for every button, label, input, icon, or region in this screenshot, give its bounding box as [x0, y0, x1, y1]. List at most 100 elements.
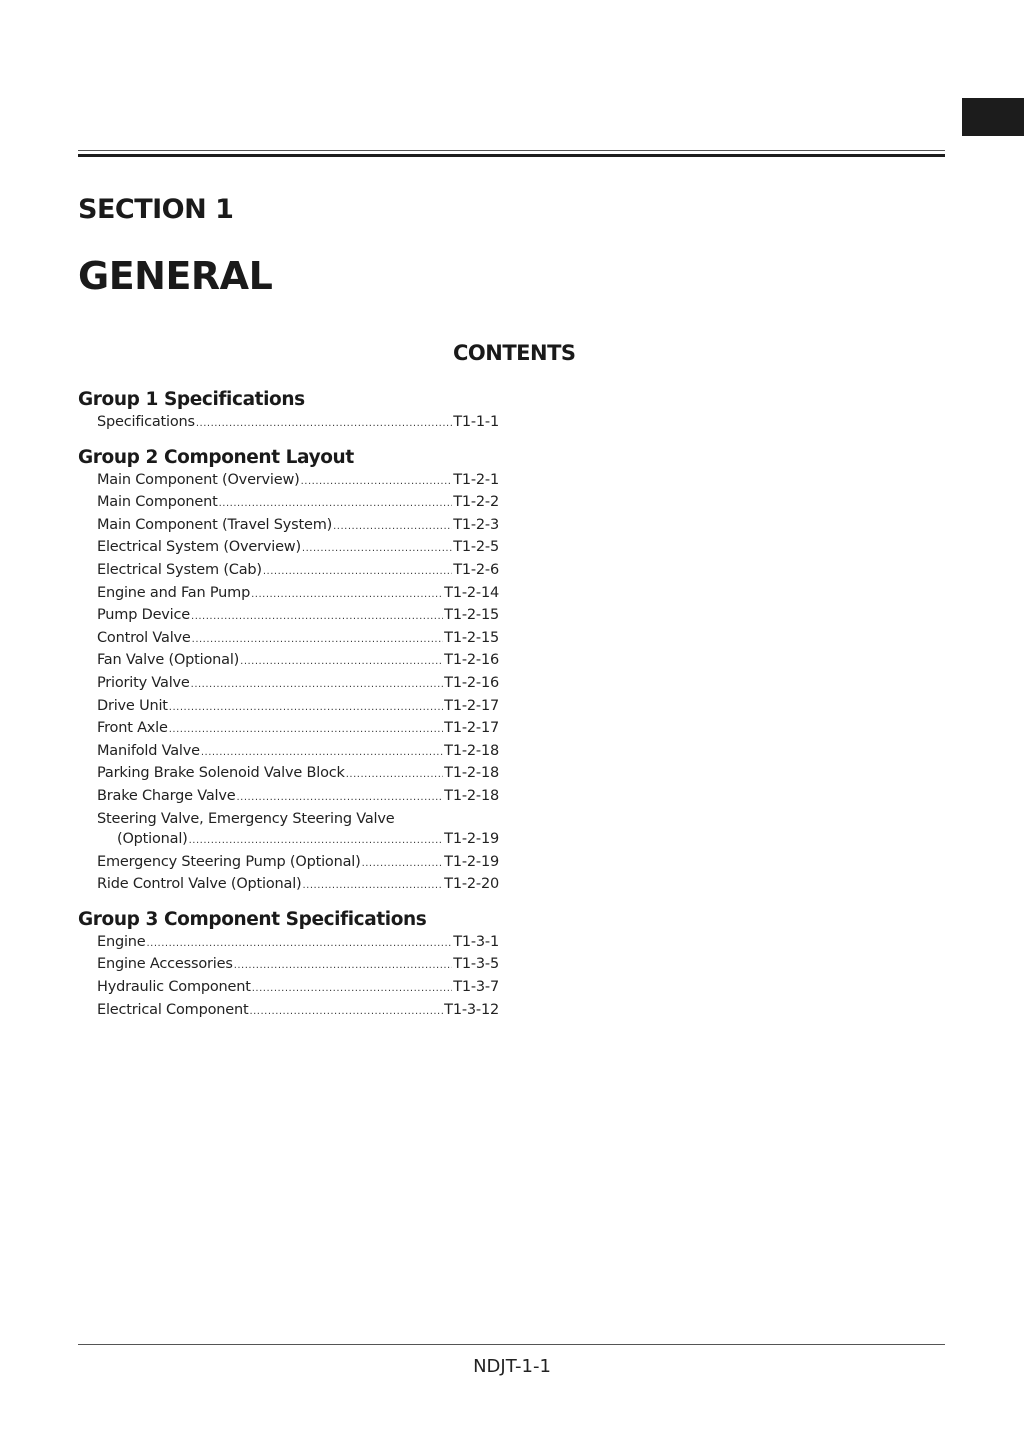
- entry-label: Main Component: [97, 494, 218, 511]
- toc-entry[interactable]: Electrical System (Overview) T1-2-5: [78, 537, 499, 560]
- entry-label: Engine and Fan Pump: [97, 584, 251, 601]
- dot-leader: [236, 788, 443, 809]
- entry-label: Control Valve: [97, 629, 191, 646]
- toc-entry[interactable]: Electrical Component T1-3-12: [78, 1000, 499, 1023]
- toc-entry-line[interactable]: Steering Valve, Emergency Steering Valve: [78, 809, 499, 830]
- toc-entry[interactable]: Priority Valve T1-2-16: [78, 673, 499, 696]
- toc-entry[interactable]: Main Component T1-2-2: [78, 492, 499, 515]
- toc-entry[interactable]: Engine Accessories T1-3-5: [78, 954, 499, 977]
- dot-leader: [302, 539, 452, 560]
- entry-page: T1-3-12: [444, 1001, 499, 1018]
- toc-entry[interactable]: Engine and Fan Pump T1-2-14: [78, 583, 499, 606]
- entry-page: T1-2-15: [444, 629, 499, 646]
- group-heading: Group 2 Component Layout: [78, 446, 354, 468]
- group-heading: Group 1 Specifications: [78, 389, 305, 410]
- entry-label: Steering Valve, Emergency Steering Valve: [97, 810, 395, 827]
- toc-entry[interactable]: Electrical System (Cab) T1-2-6: [78, 560, 499, 583]
- toc-entry[interactable]: Parking Brake Solenoid Valve Block T1-2-1…: [78, 763, 499, 786]
- entry-label: Front Axle: [97, 720, 168, 737]
- entry-page: T1-2-19: [444, 831, 499, 848]
- dot-leader: [263, 562, 452, 583]
- entry-label: Hydraulic Component: [97, 979, 251, 996]
- header-rule-thin: [78, 150, 945, 151]
- entry-label: Fan Valve (Optional): [97, 652, 240, 669]
- toc-group: Group 3 Component Specifications Engine T1…: [78, 908, 499, 1022]
- dot-leader: [346, 765, 443, 786]
- entry-page: T1-2-20: [444, 876, 499, 893]
- dot-leader: [333, 517, 452, 538]
- toc-entry[interactable]: Main Component (Overview) T1-2-1: [78, 470, 499, 493]
- toc-entry[interactable]: Brake Charge Valve T1-2-18: [78, 786, 499, 809]
- toc-entry[interactable]: (Optional) T1-2-19: [78, 829, 499, 852]
- entry-page: T1-2-15: [444, 607, 499, 624]
- toc-entry[interactable]: Hydraulic Component T1-3-7: [78, 977, 499, 1000]
- toc-entry[interactable]: Main Component (Travel System) T1-2-3: [78, 515, 499, 538]
- entry-label: Electrical System (Cab): [97, 561, 262, 578]
- entry-page: T1-1-1: [453, 414, 499, 430]
- footer-rule: [78, 1344, 945, 1345]
- section-number: SECTION 1: [78, 194, 234, 225]
- entry-page: T1-2-16: [444, 674, 499, 691]
- entry-label: Pump Device: [97, 607, 191, 624]
- entry-page: T1-2-3: [453, 516, 499, 533]
- dot-leader: [301, 472, 453, 493]
- contents-heading: CONTENTS: [453, 341, 576, 365]
- entry-page: T1-2-18: [444, 765, 499, 782]
- dot-leader: [169, 720, 443, 741]
- toc-entry[interactable]: Ride Control Valve (Optional) T1-2-20: [78, 874, 499, 897]
- dot-leader: [189, 831, 444, 852]
- dot-leader: [303, 876, 444, 897]
- entry-label: Brake Charge Valve: [97, 787, 236, 804]
- entry-page: T1-3-5: [453, 956, 499, 973]
- entry-page: T1-2-16: [444, 652, 499, 669]
- toc-entry[interactable]: Front Axle T1-2-17: [78, 718, 499, 741]
- dot-leader: [196, 414, 452, 435]
- dot-leader: [147, 934, 453, 955]
- toc-entry[interactable]: Manifold Valve T1-2-18: [78, 741, 499, 764]
- dot-leader: [362, 854, 444, 875]
- entry-label: Parking Brake Solenoid Valve Block: [97, 765, 345, 782]
- section-title: GENERAL: [78, 254, 273, 298]
- entry-label: Specifications: [97, 414, 195, 430]
- toc-entry[interactable]: Specifications T1-1-1: [78, 412, 499, 435]
- dot-leader: [192, 630, 444, 651]
- dot-leader: [252, 979, 452, 1000]
- toc-group: Group 1 Specifications Specifications T1-1…: [78, 388, 499, 435]
- dot-leader: [249, 1002, 443, 1023]
- toc-entry[interactable]: Emergency Steering Pump (Optional) T1-2-1…: [78, 852, 499, 875]
- section-thumb-tab: [962, 98, 1024, 136]
- toc-entry[interactable]: Fan Valve (Optional) T1-2-16: [78, 650, 499, 673]
- table-of-contents: Group 1 Specifications Specifications T1-1…: [78, 388, 499, 1033]
- toc-entry[interactable]: Engine T1-3-1: [78, 932, 499, 955]
- entry-label: Manifold Valve: [97, 742, 200, 759]
- entry-label: Electrical Component: [97, 1001, 249, 1018]
- dot-leader: [201, 743, 443, 764]
- entry-page: T1-3-1: [453, 933, 499, 950]
- dot-leader: [234, 956, 453, 977]
- group-heading: Group 3 Component Specifications: [78, 908, 427, 930]
- dot-leader: [240, 652, 443, 673]
- entry-page: T1-2-19: [444, 853, 499, 870]
- entry-label: Drive Unit: [97, 697, 168, 714]
- dot-leader: [191, 675, 444, 696]
- toc-entry[interactable]: Pump Device T1-2-15: [78, 605, 499, 628]
- entry-page: T1-2-18: [444, 787, 499, 804]
- entry-label: Engine: [97, 933, 146, 950]
- entry-page: T1-2-14: [444, 584, 499, 601]
- dot-leader: [251, 585, 443, 606]
- toc-group: Group 2 Component Layout Main Component (…: [78, 446, 499, 897]
- entry-page: T1-2-1: [453, 471, 499, 488]
- entry-label: Main Component (Overview): [97, 471, 300, 488]
- entry-page: T1-2-17: [444, 720, 499, 737]
- toc-entry[interactable]: Control Valve T1-2-15: [78, 628, 499, 651]
- entry-page: T1-2-17: [444, 697, 499, 714]
- entry-label-continuation: (Optional): [117, 831, 188, 848]
- toc-entry[interactable]: Drive Unit T1-2-17: [78, 696, 499, 719]
- entry-page: T1-2-2: [453, 494, 499, 511]
- entry-page: T1-2-18: [444, 742, 499, 759]
- dot-leader: [169, 698, 443, 719]
- entry-label: Electrical System (Overview): [97, 539, 301, 556]
- entry-page: T1-3-7: [453, 979, 499, 996]
- page-number: NDJT-1-1: [473, 1356, 551, 1377]
- dot-leader: [219, 494, 453, 515]
